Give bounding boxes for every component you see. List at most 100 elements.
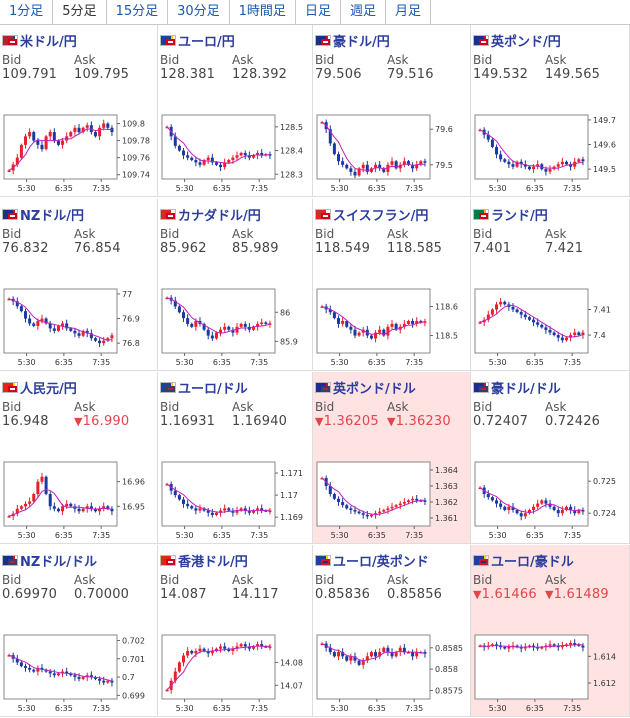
pair-name-link[interactable]: NZドル/円: [20, 208, 85, 224]
candle-body: [102, 680, 106, 683]
tab-timeframe[interactable]: 5分足: [53, 0, 107, 24]
candlestick-chart[interactable]: 109.8 109.78 109.76 109.74 5:30 6:35 7:35: [0, 113, 158, 197]
candle-body: [361, 660, 365, 665]
bid-value: 118.549: [315, 241, 370, 256]
rate-panel[interactable]: ランド/円 Bid Ask 7.401 7.421 7.41 7.4 5:30 6:35 7:35: [471, 199, 630, 371]
pair-name-link[interactable]: カナダドル/円: [178, 208, 261, 224]
rate-panel[interactable]: ユーロ/英ポンド Bid Ask 0.85836 0.85856 0.8585 0.858 0…: [313, 545, 471, 717]
pair-name-link[interactable]: スイスフラン/円: [333, 208, 429, 224]
pair-title[interactable]: 英ポンド/ドル: [315, 378, 416, 397]
pair-title[interactable]: NZドル/ドル: [2, 551, 98, 570]
rate-panel[interactable]: 豪ドル/ドル Bid Ask 0.72407 0.72426 0.725 0.724 5:30…: [471, 372, 630, 544]
rate-panel[interactable]: 英ポンド/円 Bid Ask 149.532 149.565 149.7 149.6 149.…: [471, 25, 630, 197]
pair-name-link[interactable]: ユーロ/豪ドル: [491, 554, 574, 570]
rate-panel[interactable]: ユーロ/円 Bid Ask 128.381 128.392 128.5 128.4 128.3…: [158, 25, 313, 197]
rate-panel[interactable]: NZドル/ドル Bid Ask 0.69970 0.70000 0.702 0.701 0.7…: [0, 545, 158, 717]
rate-panel[interactable]: 豪ドル/円 Bid Ask 79.506 79.516 79.6 79.5 5:30 6:35 7…: [313, 25, 471, 197]
candle-body: [19, 662, 23, 667]
candle-body: [73, 127, 77, 133]
candle-body: [102, 123, 106, 128]
pair-title[interactable]: カナダドル/円: [160, 205, 261, 224]
tab-timeframe[interactable]: 1時間足: [230, 0, 296, 24]
tab-timeframe[interactable]: 日足: [296, 0, 341, 24]
currency-flag-icon: [315, 208, 331, 220]
pair-name-link[interactable]: NZドル/ドル: [20, 554, 98, 570]
pair-title[interactable]: ランド/円: [473, 205, 548, 224]
y-tick-label: 0.699: [122, 691, 145, 700]
candle-body: [165, 297, 169, 300]
rate-panel[interactable]: 米ドル/円 Bid Ask 109.791 109.795 109.8 109.78 109.…: [0, 25, 158, 197]
pair-title[interactable]: ユーロ/円: [160, 31, 235, 50]
candle-body: [490, 644, 494, 646]
pair-title[interactable]: 香港ドル/円: [160, 551, 248, 570]
rate-panel[interactable]: ユーロ/豪ドル Bid Ask ▼1.61466 ▼1.61489 1.614 1.612 5…: [471, 545, 630, 717]
pair-name-link[interactable]: 豪ドル/円: [333, 34, 390, 50]
candle-body: [357, 168, 361, 176]
candlestick-chart[interactable]: 0.702 0.701 0.7 0.699 5:30 6:35 7:35: [0, 633, 158, 717]
candle-body: [532, 645, 536, 648]
candlestick-chart[interactable]: 1.364 1.363 1.362 1.361 5:30 6:35 7:35: [313, 460, 471, 544]
tab-timeframe[interactable]: 15分足: [107, 0, 169, 24]
tab-timeframe[interactable]: 月足: [386, 0, 431, 24]
candlestick-chart[interactable]: 128.5 128.4 128.3 5:30 6:35 7:35: [158, 113, 313, 197]
candlestick-chart[interactable]: 14.08 14.07 5:30 6:35 7:35: [158, 633, 313, 717]
ask-value-text: 1.16940: [232, 414, 288, 429]
rate-panel[interactable]: スイスフラン/円 Bid Ask 118.549 118.585 118.6 118.5 5:…: [313, 199, 471, 371]
rate-panel[interactable]: カナダドル/円 Bid Ask 85.962 85.989 86 85.9 5:30 6:35 7…: [158, 199, 313, 371]
pair-name-link[interactable]: ランド/円: [491, 208, 548, 224]
pair-name-link[interactable]: 豪ドル/ドル: [491, 381, 561, 397]
pair-title[interactable]: 豪ドル/ドル: [473, 378, 561, 397]
candlestick-chart[interactable]: 118.6 118.5 5:30 6:35 7:35: [313, 287, 471, 371]
pair-name-link[interactable]: ユーロ/円: [178, 34, 235, 50]
candlestick-chart[interactable]: 86 85.9 5:30 6:35 7:35: [158, 287, 313, 371]
rate-panel[interactable]: 人民元/円 Bid Ask 16.948 ▼16.990 16.96 16.95 5:30 6:…: [0, 372, 158, 544]
candlestick-chart[interactable]: 7.41 7.4 5:30 6:35 7:35: [471, 287, 629, 371]
rate-panel[interactable]: ユーロ/ドル Bid Ask 1.16931 1.16940 1.171 1.17 1.169…: [158, 372, 313, 544]
pair-title[interactable]: NZドル/円: [2, 205, 85, 224]
candlestick-chart[interactable]: 1.171 1.17 1.169 5:30 6:35 7:35: [158, 460, 313, 544]
ask-value-text: 128.392: [232, 67, 288, 82]
pair-title[interactable]: スイスフラン/円: [315, 205, 429, 224]
pair-name-link[interactable]: ユーロ/ドル: [178, 381, 248, 397]
candlestick-chart[interactable]: 0.725 0.724 5:30 6:35 7:35: [471, 460, 629, 544]
pair-name-link[interactable]: 英ポンド/円: [491, 34, 561, 50]
candlestick-chart[interactable]: 79.6 79.5 5:30 6:35 7:35: [313, 113, 471, 197]
candle-body: [93, 508, 97, 512]
candlestick-chart[interactable]: 1.614 1.612 5:30 6:35 7:35: [471, 633, 629, 717]
pair-title[interactable]: 米ドル/円: [2, 31, 77, 50]
candlestick-chart[interactable]: 149.7 149.6 149.5 5:30 6:35 7:35: [471, 113, 629, 197]
chart-plot-area: [474, 461, 589, 527]
tab-timeframe[interactable]: 1分足: [0, 0, 54, 24]
pair-name-link[interactable]: 人民元/円: [20, 381, 77, 397]
ask-label: Ask: [232, 227, 254, 241]
tab-timeframe[interactable]: 週足: [341, 0, 386, 24]
pair-name-link[interactable]: 香港ドル/円: [178, 554, 248, 570]
candlestick-chart[interactable]: 77 76.9 76.8 5:30 6:35 7:35: [0, 287, 158, 371]
rate-panel[interactable]: 香港ドル/円 Bid Ask 14.087 14.117 14.08 14.07 5:30 6:…: [158, 545, 313, 717]
pair-name-link[interactable]: 米ドル/円: [20, 34, 77, 50]
candle-body: [415, 498, 419, 501]
rate-panel[interactable]: 英ポンド/ドル Bid Ask ▼1.36205 ▼1.36230 1.364 1.363 1…: [313, 372, 471, 544]
pair-title[interactable]: 豪ドル/円: [315, 31, 390, 50]
candlestick-chart[interactable]: 16.96 16.95 5:30 6:35 7:35: [0, 460, 158, 544]
candle-body: [106, 338, 110, 341]
candle-body: [77, 677, 81, 679]
pair-name-link[interactable]: ユーロ/英ポンド: [333, 554, 429, 570]
pair-title[interactable]: 人民元/円: [2, 378, 77, 397]
pair-name-link[interactable]: 英ポンド/ドル: [333, 381, 416, 397]
pair-title[interactable]: ユーロ/豪ドル: [473, 551, 574, 570]
candlestick-chart[interactable]: 0.8585 0.858 0.8575 5:30 6:35 7:35: [313, 633, 471, 717]
pair-title[interactable]: ユーロ/ドル: [160, 378, 248, 397]
rate-panel[interactable]: NZドル/円 Bid Ask 76.832 76.854 77 76.9 76.8 5:30 6:…: [0, 199, 158, 371]
bid-value-text: 79.506: [315, 67, 362, 82]
pair-title[interactable]: ユーロ/英ポンド: [315, 551, 429, 570]
moving-average-line: [8, 298, 113, 341]
chart-plot-area: [161, 288, 276, 354]
x-tick-label: 5:30: [331, 531, 349, 540]
tab-timeframe[interactable]: 30分足: [168, 0, 230, 24]
candle-body: [223, 326, 227, 330]
candle-body: [32, 323, 36, 326]
pair-title[interactable]: 英ポンド/円: [473, 31, 561, 50]
candle-body: [523, 314, 527, 318]
moving-average-line: [321, 305, 426, 335]
